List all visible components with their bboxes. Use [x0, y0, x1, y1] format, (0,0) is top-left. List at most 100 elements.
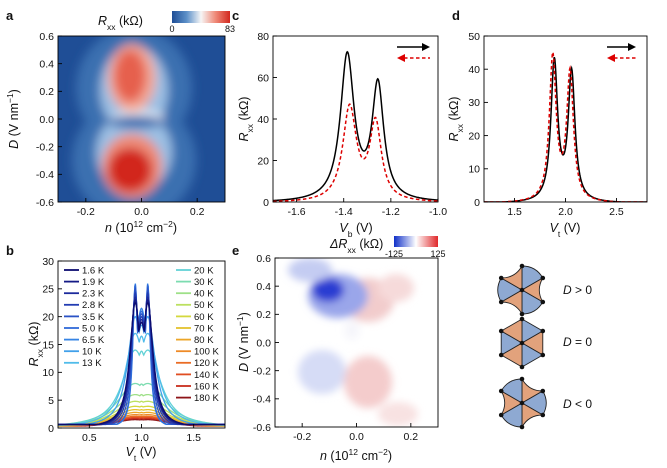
axes-d-ytick-label: 10 [468, 164, 480, 176]
axes-e-ytick-label: -0.6 [253, 422, 271, 434]
heatmap-e [275, 258, 438, 427]
axes-b-ytick-label: 10 [42, 367, 54, 379]
legend-b-label: 1.9 K [82, 277, 105, 288]
schematic-domain [500, 318, 523, 344]
axes-a-ytick-label: 0.0 [39, 114, 54, 126]
legend-b-label: 120 K [194, 358, 219, 369]
schematic-label-d-zero: D = 0 [563, 335, 592, 349]
axes-c-ytick-label: 60 [257, 72, 269, 84]
axes-e-ytick-label: -0.2 [253, 365, 271, 377]
schematic-node [519, 424, 525, 430]
axes-a-xtick-label: 0.2 [190, 206, 205, 218]
axes-e-ticks: -0.2 0.0 0.2 -0.6 -0.4 -0.2 0.0 0.2 0.4 0.6 [253, 253, 418, 443]
heatmap-e-pos-lower [344, 356, 392, 408]
axes-d-ticks: 1.5 2.0 2.5 0 10 20 30 40 50 [468, 31, 624, 218]
axes-c-ytick-label: 20 [257, 155, 269, 167]
axes-d-ytick-label: 0 [474, 197, 480, 209]
colorbar-e-min: -125 [385, 249, 403, 259]
axes-c-ytick-label: 40 [257, 114, 269, 126]
legend-b-label: 40 K [194, 289, 214, 300]
axes-e-ytick-label: 0.0 [256, 337, 271, 349]
axes-b-ytick-label: 25 [42, 284, 54, 296]
axes-d-xtick-label: 2.5 [609, 206, 624, 218]
axes-e-xtick-label: 0.0 [349, 431, 364, 443]
axes-b-xtick-label: 1.5 [186, 432, 201, 444]
axes-e-ytick-label: 0.6 [256, 253, 271, 265]
schematic-node [519, 311, 525, 317]
heatmap-a [58, 36, 225, 202]
axes-c-ylabel: Rxx (kΩ) [237, 97, 255, 142]
legend-b-label: 20 K [194, 265, 214, 276]
schematic-node [498, 299, 504, 305]
series-b-60K [58, 405, 225, 427]
legend-b-label: 140 K [194, 370, 219, 381]
axes-a-ytick-label: -0.6 [36, 197, 54, 209]
schematic-node [519, 287, 525, 293]
series-d-backward [484, 52, 647, 202]
legend-c-backward-arrowhead [397, 54, 405, 62]
axes-d-ylabel: Rxx (kΩ) [447, 97, 465, 142]
legend-b-label: 60 K [194, 312, 214, 323]
axes-e-ytick-label: 0.2 [256, 309, 271, 321]
axes-c-ytick-label: 80 [257, 31, 269, 43]
axes-e-xtick-label: 0.2 [404, 431, 419, 443]
series-c-forward [273, 50, 438, 202]
plot-c-curves [273, 50, 438, 202]
heatmap-a-upper-lobe-core [114, 50, 146, 102]
axes-a-ticks: -0.2 0.0 0.2 -0.6 -0.4 -0.2 0.0 0.2 0.4 0.6 [36, 31, 205, 218]
axes-d-ytick-label: 50 [468, 31, 480, 43]
colorbar-a-title: Rxx (kΩ) [98, 14, 143, 32]
plot-d-curves [484, 52, 647, 202]
axes-d-ytick-label: 30 [468, 97, 480, 109]
legend-b-label: 2.3 K [82, 289, 105, 300]
axes-e-ylabel: D (V nm−1) [235, 312, 251, 372]
axes-b-xtick-label: 0.5 [82, 432, 97, 444]
plot-b-curves [58, 283, 225, 427]
axes-d-ytick-label: 40 [468, 64, 480, 76]
panel-e: e ΔRxx (kΩ) -125 125 -0.2 0.0 0.2-0.6-0.4-… [232, 236, 446, 463]
schematic-node [540, 388, 546, 394]
axes-a-ylabel: D (V nm−1) [5, 89, 21, 149]
colorbar-e-max: 125 [430, 249, 445, 259]
schematic-d-positive [497, 263, 546, 317]
axes-b-xlabel: Vt (V) [126, 445, 157, 463]
schematic-node [519, 364, 525, 370]
schematic-node [498, 328, 504, 334]
legend-b-label: 80 K [194, 335, 214, 346]
colorbar-e-title: ΔRxx (kΩ) [329, 237, 383, 255]
schematic-node [498, 388, 504, 394]
schematic-node [519, 400, 525, 406]
axes-a-xlabel: n (1012 cm−2) [105, 219, 177, 235]
axes-e-ytick-label: -0.4 [253, 394, 271, 406]
series-b-20K [58, 349, 225, 426]
legend-b-label: 5.0 K [82, 323, 105, 334]
schematic-node [498, 275, 504, 281]
colorbar-e [394, 236, 438, 247]
panel-b-label: b [6, 243, 14, 258]
panel-d-label: d [452, 8, 460, 23]
series-b-16K [58, 301, 225, 426]
axes-c-ticks: -1.6 -1.4 -1.2 -1.0 0 20 40 60 80 [257, 31, 447, 218]
heatmap-e-center-gap [344, 320, 360, 340]
heatmap-e-pos-lower-tail [378, 402, 418, 426]
schematic-node [498, 412, 504, 418]
series-b-13K [58, 332, 225, 426]
schematic-node [540, 328, 546, 334]
axes-d-xlabel: Vt (V) [550, 221, 581, 239]
heatmap-e-neg-upper-tail [288, 258, 332, 282]
lattice-schematic: D > 0 D = 0 D < 0 [497, 263, 592, 430]
panel-a: a Rxx (kΩ) 0 83 -0.2 0.0 0.2 -0.6 -0.4 -0.2 0.… [5, 8, 235, 235]
panel-e-label: e [232, 243, 239, 258]
schematic-node [540, 275, 546, 281]
colorbar-a-min: 0 [169, 24, 174, 34]
panel-c: c -1.6 -1.4 -1.2 -1.0 0 20 40 60 80 Rxx (kΩ) Vb … [232, 8, 447, 239]
legend-b-label: 2.8 K [82, 300, 105, 311]
schematic-d-negative [498, 376, 547, 430]
colorbar-a [172, 11, 230, 23]
legend-b: 1.6 K1.9 K2.3 K2.8 K3.5 K5.0 K6.5 K10 K1… [64, 265, 219, 404]
legend-b-label: 10 K [82, 347, 102, 358]
axes-e-xlabel: n (1012 cm−2) [320, 447, 392, 463]
heatmap-e-neg-lower [298, 350, 346, 394]
